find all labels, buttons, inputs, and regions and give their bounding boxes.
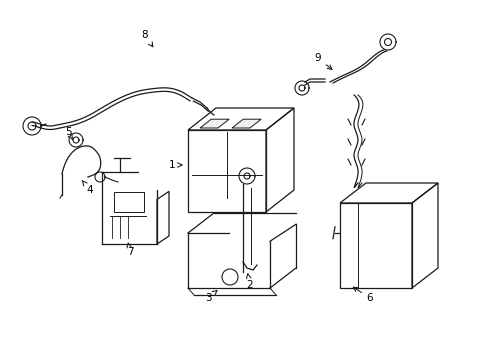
Text: 4: 4 — [82, 180, 93, 195]
Text: 6: 6 — [353, 287, 372, 303]
Text: 5: 5 — [64, 127, 73, 140]
Bar — [114, 192, 143, 212]
Text: 7: 7 — [126, 243, 133, 257]
Text: 3: 3 — [204, 291, 217, 303]
Polygon shape — [200, 119, 229, 128]
Text: 1: 1 — [168, 160, 182, 170]
Text: 9: 9 — [314, 53, 331, 69]
Polygon shape — [231, 119, 261, 128]
Text: 8: 8 — [142, 30, 153, 47]
Text: 2: 2 — [246, 274, 253, 290]
